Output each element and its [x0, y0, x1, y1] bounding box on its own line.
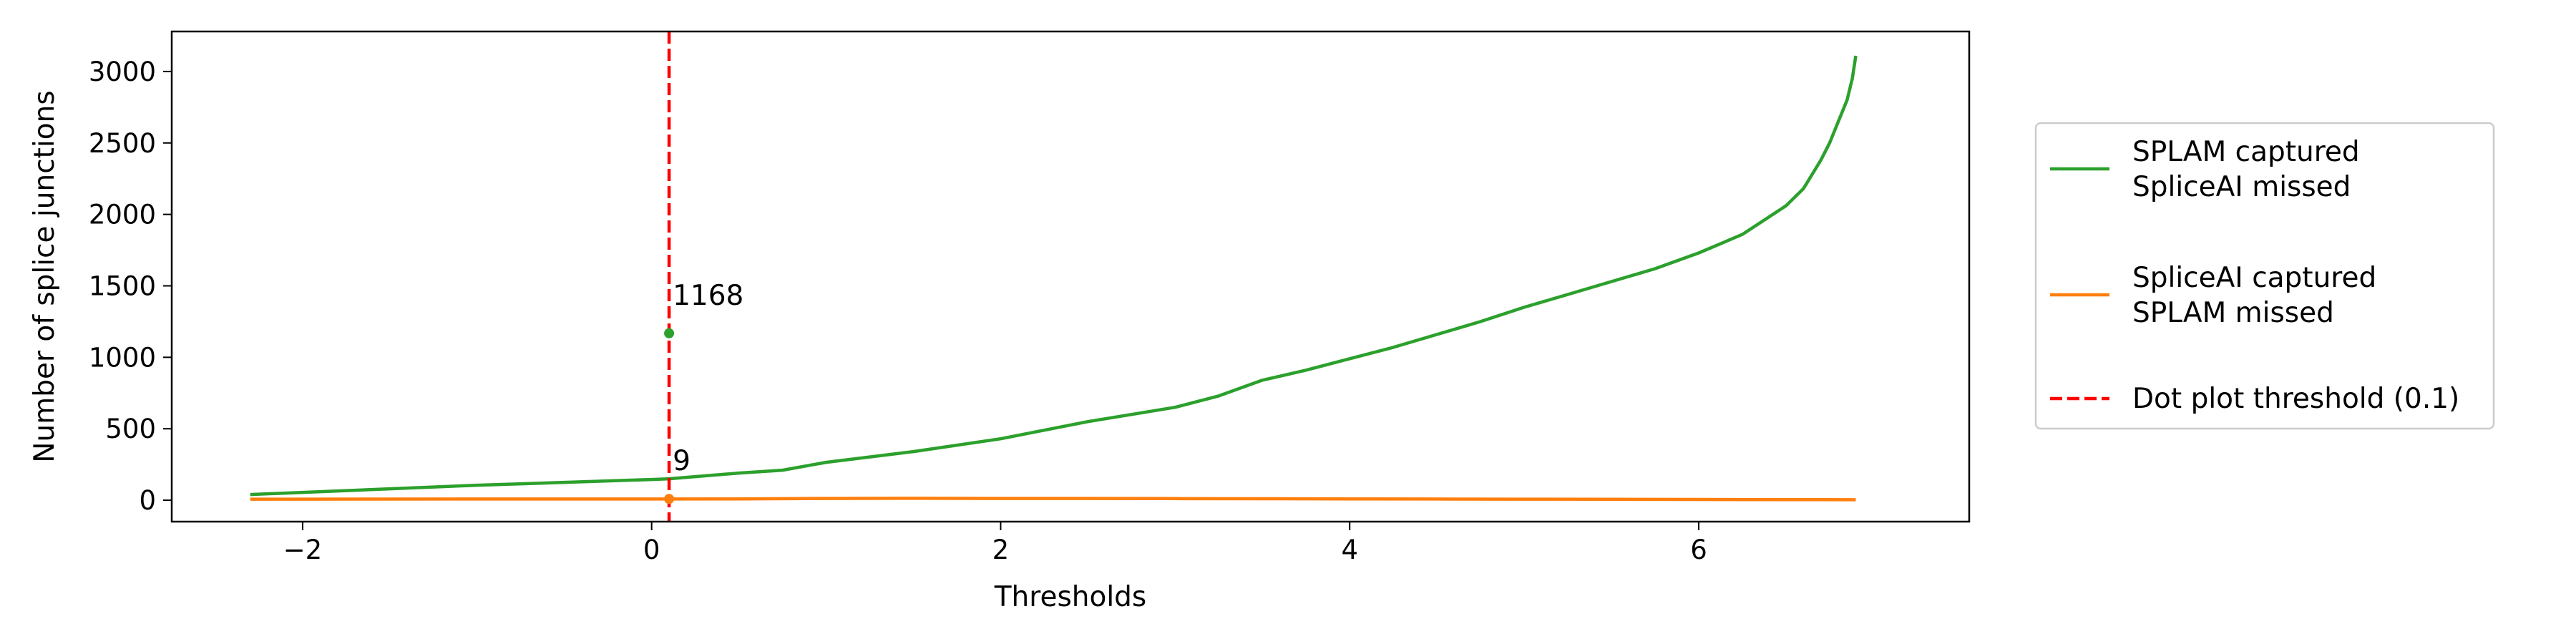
- axis-ticks: −2 0 2 4 6 0 500 1000 1500 2000 2500 3000: [89, 57, 1707, 565]
- series-line-1: [250, 497, 1856, 502]
- x-tick-label: 0: [643, 535, 660, 565]
- plot-area: 1168 9: [250, 31, 1858, 522]
- y-tick-label: 2000: [89, 200, 156, 230]
- x-axis-label: Thresholds: [994, 581, 1147, 613]
- annotation-point-1: [664, 494, 675, 504]
- legend-label-2: Dot plot threshold (0.1): [2132, 383, 2459, 415]
- annotation-label-1: 9: [673, 445, 691, 477]
- y-axis-label: Number of splice junctions: [29, 90, 61, 462]
- y-tick-label: 1500: [89, 270, 156, 301]
- x-tick-label: −2: [283, 535, 323, 565]
- x-tick-label: 4: [1341, 535, 1358, 565]
- x-tick-label: 2: [992, 535, 1010, 565]
- y-tick-label: 1000: [89, 342, 156, 373]
- legend: SPLAM captured SpliceAI missed SpliceAI ca…: [2034, 122, 2495, 430]
- y-tick-label: 0: [139, 485, 156, 516]
- y-tick-label: 2500: [89, 128, 156, 159]
- legend-label-1: SpliceAI captured SPLAM missed: [2132, 262, 2376, 329]
- annotation-point-0: [664, 328, 675, 338]
- y-tick-label: 500: [105, 414, 156, 444]
- axes-frame: [170, 30, 1971, 523]
- legend-label-0: SPLAM captured SpliceAI missed: [2132, 136, 2360, 203]
- x-tick-label: 6: [1690, 535, 1707, 565]
- series-line-0: [250, 55, 1858, 497]
- legend-box: [2034, 122, 2495, 430]
- annotation-label-0: 1168: [673, 280, 743, 312]
- y-tick-label: 3000: [89, 57, 156, 87]
